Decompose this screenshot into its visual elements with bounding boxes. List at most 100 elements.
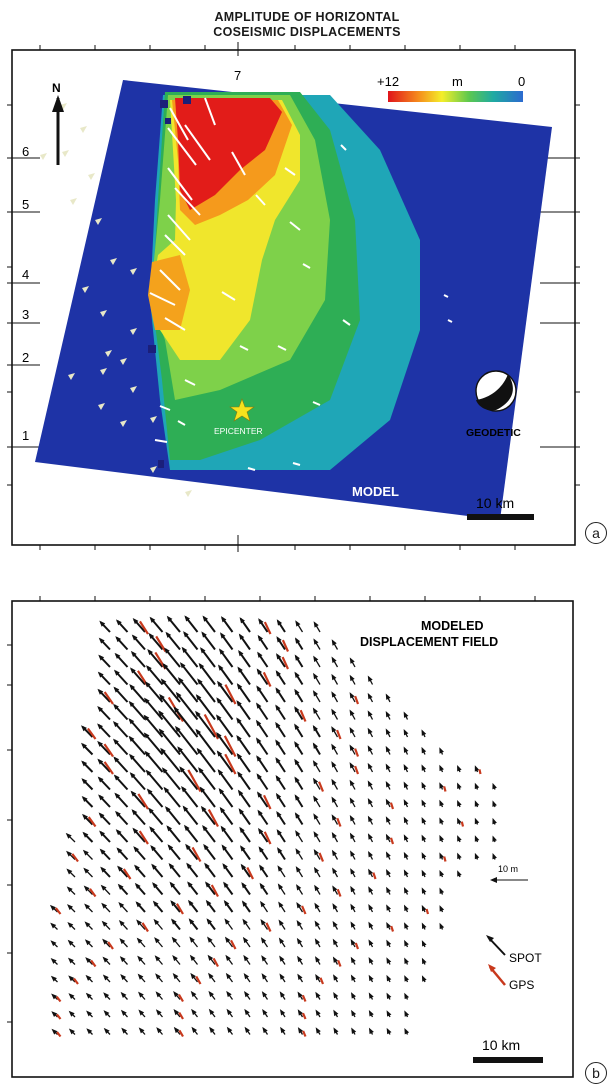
spot-vector-head <box>129 753 135 760</box>
spot-vector-head <box>165 631 172 638</box>
spot-vector-head <box>238 650 244 657</box>
spot-vector-head <box>115 810 121 817</box>
spot-vector-head <box>294 654 300 661</box>
spot-vector-head <box>350 956 356 964</box>
spot-vector-head <box>172 954 178 962</box>
spot-vector-head <box>258 827 264 835</box>
spot-vector-head <box>474 817 480 825</box>
spot-vector-head <box>195 710 201 717</box>
spot-vector-head <box>351 1009 357 1017</box>
spot-vector-head <box>367 692 373 700</box>
spot-vector-head <box>275 774 281 782</box>
spot-vector-head <box>404 1010 410 1017</box>
spot-vector-head <box>191 1008 197 1016</box>
spot-vector-head <box>349 762 355 769</box>
spot-vector-head <box>49 904 56 911</box>
spot-vector-head <box>255 737 262 744</box>
spot-vector-head <box>279 955 285 962</box>
spot-vector-head <box>168 862 175 870</box>
spot-vector <box>198 768 216 791</box>
spot-vector-head <box>163 786 170 793</box>
spot-vector-head <box>143 732 150 739</box>
spot-vector-head <box>223 881 229 888</box>
spot-vector-head <box>294 758 300 766</box>
gps-vector <box>354 695 360 705</box>
spot-vector-head <box>102 974 109 981</box>
spot-vector-head <box>67 904 74 911</box>
spot-vector-head <box>236 717 242 724</box>
panel-b-scale-label: 10 km <box>482 1037 520 1053</box>
spot-vector-head <box>203 843 209 851</box>
spot-vector-head <box>145 769 152 776</box>
spot-vector-head <box>175 725 181 733</box>
spot-vector-head <box>349 744 355 751</box>
spot-vector-head <box>221 844 227 851</box>
spot-vector-head <box>312 777 319 785</box>
spot-vector-head <box>492 800 497 807</box>
spot-vector-head <box>173 1009 180 1016</box>
spot-vector-head <box>439 817 444 824</box>
spot-vector <box>217 681 234 703</box>
model-vector-heads <box>40 103 192 497</box>
north-label: N <box>52 81 61 95</box>
gps-vector <box>73 977 79 985</box>
spot-vector-head <box>294 706 300 713</box>
spot-vector-head <box>189 954 196 961</box>
gps-vector <box>319 977 325 985</box>
spot-vector-head <box>151 863 157 870</box>
spot-vector-head <box>159 693 165 701</box>
spot-vector <box>196 695 216 721</box>
left-tick-label-4: 4 <box>22 267 29 282</box>
spot-vector-head <box>239 617 245 624</box>
spot-vector-head <box>368 957 374 964</box>
spot-vector-head <box>161 767 168 774</box>
spot-vector-head <box>474 782 480 790</box>
spot-vector-head <box>132 617 139 625</box>
spot-vector-head <box>315 1027 321 1034</box>
spot-vector-head <box>160 678 167 685</box>
spot-vector-head <box>184 615 190 622</box>
spot-vector-head <box>155 1009 162 1016</box>
spot-vector-head <box>367 815 373 823</box>
spot-vector-head <box>208 1008 215 1016</box>
spot-vector-head <box>144 681 151 688</box>
spot-vector-head <box>113 756 120 763</box>
spot-vector-head <box>238 633 245 640</box>
spot-vector-head <box>331 673 337 681</box>
gps-vector <box>301 1012 307 1020</box>
spot-vector-head <box>349 814 355 822</box>
spot-vector-head <box>404 922 409 929</box>
displacement-amplitude-map <box>35 80 552 520</box>
spot-vector-head <box>297 991 303 998</box>
spot-vector-head <box>67 957 74 964</box>
spot-vector-head <box>275 721 281 729</box>
spot-vector-head <box>294 794 300 801</box>
spot-vector-head <box>130 790 137 797</box>
spot-vector-head <box>474 765 480 772</box>
spot-vector-head <box>113 686 120 693</box>
spot-vector-head <box>385 816 391 823</box>
spot-vector-head <box>217 769 224 776</box>
spot-vector-head <box>314 920 320 927</box>
spot-vector-head <box>297 955 303 963</box>
gps-vector <box>195 975 202 985</box>
spot-vector-head <box>99 848 106 855</box>
spot-vector-head <box>237 789 244 796</box>
spot-vector-head <box>155 991 162 998</box>
spot-vector-head <box>177 746 183 753</box>
spot-vector-head <box>386 1010 392 1017</box>
spot-vector-head <box>258 618 264 625</box>
spot-vector-head <box>51 1011 58 1018</box>
spot-vector-head <box>146 788 153 795</box>
spot-vector-head <box>206 918 213 925</box>
spot-vector-head <box>191 1026 198 1033</box>
spot-vector-head <box>200 647 206 654</box>
spot-vector <box>216 715 234 738</box>
spot-vector-head <box>97 776 104 783</box>
spot-vector-head <box>186 862 192 869</box>
gps-vector <box>460 821 465 827</box>
spot-vector-head <box>97 723 103 730</box>
spot-vector-head <box>295 620 301 627</box>
spot-vector <box>161 679 181 703</box>
spot-vector-head <box>150 845 156 852</box>
